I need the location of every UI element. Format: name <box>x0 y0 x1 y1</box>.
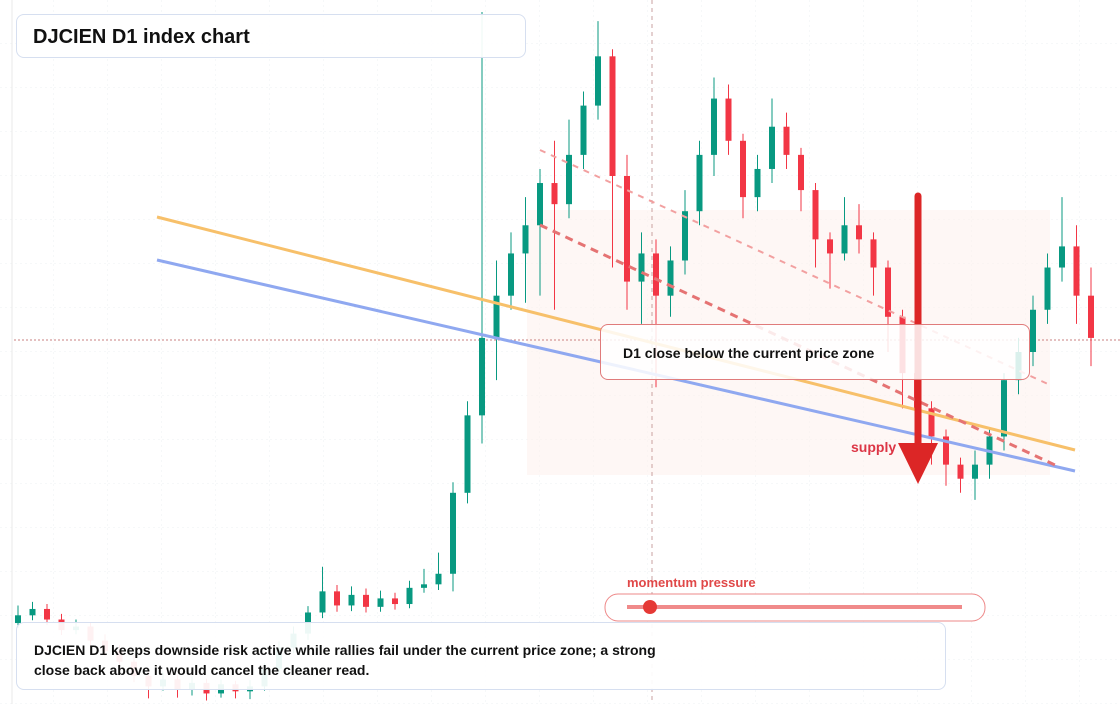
supply-label: supply <box>851 439 896 455</box>
candle-body <box>754 168 761 198</box>
candle-body <box>421 584 427 588</box>
candle-body <box>15 615 21 624</box>
candle-body <box>841 225 848 254</box>
candle-body <box>406 587 413 605</box>
candle-body <box>682 211 688 261</box>
candle-body <box>928 408 935 437</box>
candle-body <box>595 56 601 106</box>
candle-body <box>711 98 717 155</box>
candle-body <box>44 608 50 620</box>
channel-upper <box>539 149 1051 386</box>
candle-body <box>740 140 746 198</box>
candle-body <box>1088 295 1094 338</box>
arrow-head <box>898 443 938 484</box>
candle-body <box>827 239 833 254</box>
candle-body <box>957 464 964 479</box>
candle-body <box>348 594 355 606</box>
candle-body <box>537 183 543 226</box>
candle-body <box>1001 380 1007 437</box>
candle-body <box>798 154 804 191</box>
candle-body <box>769 126 775 169</box>
candle-body <box>551 183 558 205</box>
candle-body <box>856 225 862 240</box>
callout: D1 close below the current price zone <box>600 324 1030 380</box>
note: DJCIEN D1 keeps downside risk active whi… <box>16 622 946 690</box>
candle-body <box>812 190 819 240</box>
candle-body <box>609 56 616 176</box>
candle-body <box>522 225 529 254</box>
candle-body <box>566 154 572 205</box>
candle-body <box>1044 267 1051 310</box>
candle-body <box>435 573 442 585</box>
candle-body <box>508 253 514 296</box>
candle-body <box>870 239 877 268</box>
candle-body <box>450 492 456 574</box>
note-text: DJCIEN D1 keeps downside risk active whi… <box>34 642 656 678</box>
momentum-label: momentum pressure <box>627 575 756 590</box>
candle-body <box>319 591 326 613</box>
candle-body <box>725 98 732 141</box>
candle-body <box>493 295 500 338</box>
candle-body <box>972 464 978 479</box>
slider-knob <box>643 600 657 614</box>
candle-body <box>624 176 630 282</box>
candle-body <box>696 154 703 212</box>
candle-body <box>783 126 790 155</box>
candle-body <box>1059 246 1065 268</box>
candle-body <box>479 337 485 416</box>
candle-body <box>667 260 674 296</box>
candle-body <box>943 436 949 465</box>
chart-title: DJCIEN D1 index chart <box>16 14 526 58</box>
candle-body <box>885 267 891 317</box>
candle-body <box>464 415 471 493</box>
candle-body <box>392 598 398 605</box>
candle-body <box>1073 246 1080 296</box>
candle-body <box>377 598 384 607</box>
candle-body <box>363 594 369 607</box>
candle-body <box>29 608 36 616</box>
candle-body <box>1030 309 1036 352</box>
candle-body <box>638 253 645 282</box>
candle-body <box>334 591 340 606</box>
candle-body <box>580 105 587 155</box>
candle-body <box>653 253 659 296</box>
